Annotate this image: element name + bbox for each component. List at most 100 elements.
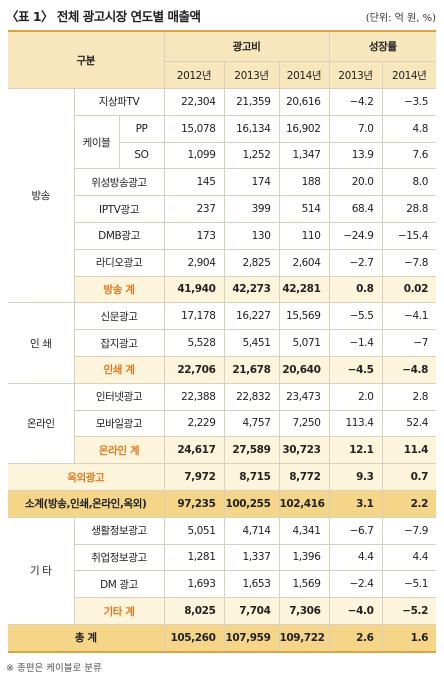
cell: 4,341 [278,516,330,545]
cell: 22,388 [163,382,225,411]
cell: 11.4 [381,436,436,465]
row-label: 위성방송광고 [74,168,165,197]
cell: 7,250 [278,409,330,438]
cell: 7,704 [223,597,280,625]
cell: −7.9 [381,516,436,545]
year-header: 2013년 [223,61,280,89]
cell: 237 [163,195,225,223]
cell: 4.8 [381,114,436,143]
group-label: 기 타 [8,516,75,625]
row: 소계(방송,인쇄,온라인,옥외) 97,235 100,255 102,416 3.1 2… [8,489,436,518]
growth-header: 성장률 [328,30,436,62]
cell: 1,569 [278,570,330,599]
row-label: 라디오광고 [74,248,165,277]
cell: 1,693 [163,570,225,599]
year-header: 2013년 [328,61,383,89]
year-header: 2014년 [278,61,330,89]
cell: 22,706 [163,355,225,384]
group-label: 방송 [8,87,75,304]
cell: 107,959 [223,623,280,653]
row: 라디오광고 2,904 2,825 2,604 −2.7 −7.8 [8,248,436,277]
row-label: 지상파TV [73,88,165,116]
row: 취업정보광고 1,281 1,337 1,396 4.4 4.4 [8,543,436,572]
cell: 1,337 [223,543,280,572]
cell: 2.6 [328,623,383,653]
cell: 17,178 [163,302,225,331]
cell: 5,528 [163,329,225,357]
cell: 4.4 [381,543,436,572]
cell: 0.7 [381,463,436,491]
cell: 42,273 [223,275,280,304]
cell: 15,078 [163,114,225,143]
cell: 2.8 [381,382,436,411]
cell: −4.0 [328,597,383,625]
row-label: 생활정보광고 [73,516,165,545]
row: IPTV광고 237 399 514 68.4 28.8 [8,195,436,223]
row: DM 광고 1,693 1,653 1,569 −2.4 −5.1 [8,570,436,599]
cell: 68.4 [328,195,383,223]
spend-header: 광고비 [163,30,330,62]
cell: −5.2 [381,597,436,625]
cell: 16,134 [223,114,280,143]
cell: 2,825 [223,248,280,277]
cell: 5,051 [163,516,225,545]
row-label: 취업정보광고 [74,543,165,572]
cell: 5,071 [278,329,330,357]
sub-label: PP [118,114,165,143]
cell: −2.4 [328,570,383,599]
cell: 7.0 [328,114,383,143]
row: 기 타 생활정보광고 5,051 4,714 4,341 −6.7 −7.9 [8,516,436,625]
cell: 28.8 [381,195,436,223]
cell: 22,832 [223,382,280,411]
cell: 21,359 [223,88,280,116]
cell: 4,714 [223,516,280,545]
row-label: 총 계 [8,623,165,653]
cell: 0.8 [328,275,383,304]
row: 온라인 인터넷광고 22,388 22,832 23,473 2.0 2.8 [8,382,436,465]
row-label: DMB광고 [74,221,165,250]
row-label: 소계(방송,인쇄,온라인,옥외) [8,489,165,518]
cell: −4.1 [381,302,436,331]
row-label: IPTV광고 [74,195,165,223]
cell: 20,616 [278,88,330,116]
cell: 0.02 [381,275,436,304]
row: 위성방송광고 145 174 188 20.0 8.0 [8,168,436,197]
cell: 1,281 [163,543,225,572]
cell: 7,306 [278,597,330,625]
cell: 399 [223,195,280,223]
cell: 2.2 [381,489,436,518]
cell: 52.4 [381,409,436,438]
title: 〈표 1〉 전체 광고시장 연도별 매출액 [6,9,201,24]
cell: −4.2 [328,88,383,116]
cell: −5.5 [328,302,383,331]
row-label: 잡지광고 [74,329,165,357]
row: 총 계 105,260 107,959 109,722 2.6 1.6 [8,623,436,653]
year-header: 2014년 [381,61,436,89]
cell: 27,589 [223,436,280,465]
cell: 109,722 [278,623,330,653]
row: 모바일광고 2,229 4,757 7,250 113.4 52.4 [8,409,436,438]
cell: 8,772 [278,463,330,491]
cell: 20,640 [278,355,330,384]
cell: 4.4 [328,543,383,572]
cell: 8,025 [163,597,225,625]
cell: 16,227 [223,302,280,331]
cell: 20.0 [328,168,383,197]
row: SO 1,099 1,252 1,347 13.9 7.6 [8,141,436,170]
cell: 110 [278,221,330,250]
cell: 100,255 [223,489,280,518]
cell: 15,569 [278,302,330,331]
row: 방송 지상파TV 22,304 21,359 20,616 −4.2 −3.5 [8,87,436,304]
cell: 5,451 [223,329,280,357]
cell: 8,715 [223,463,280,491]
unit: (단위: 억 원, %) [365,13,436,24]
cell: −15.4 [381,221,436,250]
cell: 7,972 [163,463,225,491]
cell: 105,260 [163,623,225,653]
total-label: 온라인 계 [74,436,165,465]
cell: 1,396 [278,543,330,572]
cell: −4.8 [381,355,436,384]
cell: −5.1 [381,570,436,599]
cell: −4.5 [328,355,383,384]
